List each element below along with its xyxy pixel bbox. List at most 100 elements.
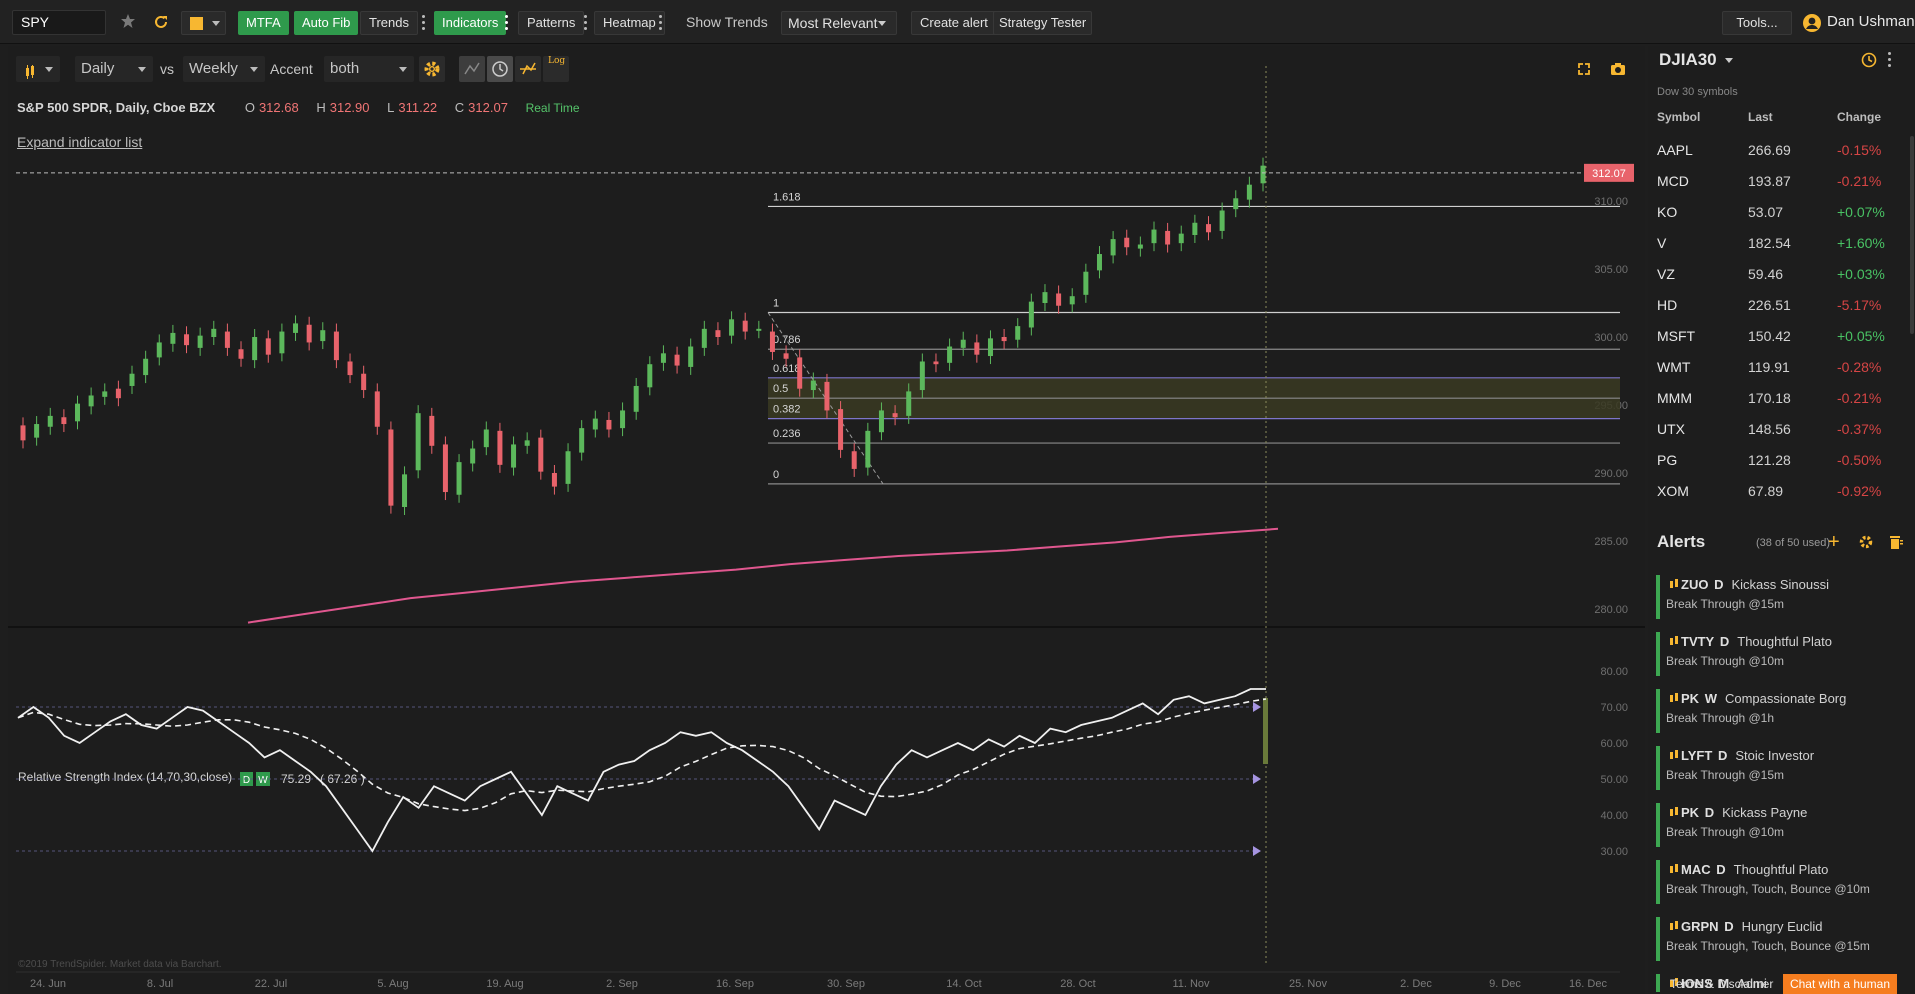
watchlist-title[interactable]: DJIA30 — [1659, 50, 1734, 70]
watchlist-scrollbar[interactable] — [1910, 136, 1914, 334]
alert-item[interactable]: PK D Kickass Payne Break Through @10m — [1656, 803, 1906, 847]
alert-symbol: PK — [1681, 805, 1700, 820]
watchlist-menu-icon[interactable] — [1888, 50, 1892, 70]
candle-body — [947, 346, 953, 363]
col-change-header[interactable]: Change — [1837, 110, 1882, 124]
trends-button[interactable]: Trends — [360, 11, 418, 35]
candle-body — [838, 409, 844, 450]
strategy-tester-button[interactable]: Strategy Tester — [993, 11, 1093, 35]
camera-icon[interactable] — [1605, 56, 1631, 82]
date-axis-label: 19. Aug — [486, 978, 523, 990]
watchlist-row[interactable]: WMT 119.91 -0.28% — [1648, 352, 1908, 383]
mtfa-button[interactable]: MTFA — [238, 11, 289, 35]
watchlist-row[interactable]: XOM 67.89 -0.92% — [1648, 476, 1908, 507]
heatmap-button[interactable]: Heatmap — [594, 11, 665, 35]
star-icon[interactable] — [120, 13, 136, 29]
candle-body — [184, 334, 190, 346]
candle-body — [1178, 233, 1184, 244]
candle-body — [1069, 296, 1075, 305]
heatmap-menu-icon[interactable] — [659, 13, 663, 33]
auto-fib-button[interactable]: Auto Fib — [294, 11, 359, 35]
price-axis-label: 300.00 — [1594, 332, 1628, 344]
watchlist-row[interactable]: HD 226.51 -5.17% — [1648, 290, 1908, 321]
alert-item[interactable]: IONS M Admi — [1656, 974, 1906, 992]
candle-body — [197, 335, 203, 348]
add-alert-icon[interactable]: + — [1828, 531, 1840, 553]
date-axis-label: 2. Sep — [606, 978, 638, 990]
fib-level-label: 0.382 — [773, 404, 801, 416]
watchlist-row[interactable]: MCD 193.87 -0.21% — [1648, 166, 1908, 197]
patterns-button[interactable]: Patterns — [518, 11, 585, 35]
most-relevant-dropdown[interactable]: Most Relevant — [781, 11, 897, 35]
watchlist-row[interactable]: V 182.54 +1.60% — [1648, 228, 1908, 259]
clock-icon[interactable] — [1861, 52, 1877, 68]
candle-body — [1192, 222, 1198, 235]
col-last-header[interactable]: Last — [1748, 110, 1773, 124]
alert-item[interactable]: ZUO D Kickass Sinoussi Break Through @15m — [1656, 575, 1906, 619]
create-alert-button[interactable]: Create alert — [911, 11, 997, 35]
alert-item[interactable]: GRPN D Hungry Euclid Break Through, Touch,… — [1656, 917, 1906, 961]
clock-icon[interactable] — [487, 56, 513, 82]
watchlist-row[interactable]: AAPL 266.69 -0.15% — [1648, 135, 1908, 166]
alert-item[interactable]: TVTY D Thoughtful Plato Break Through @10m — [1656, 632, 1906, 676]
watchlist-row[interactable]: KO 53.07 +0.07% — [1648, 197, 1908, 228]
vs-label: vs — [160, 61, 174, 77]
candle-body — [688, 346, 694, 367]
gear-icon[interactable] — [1858, 534, 1874, 550]
chat-button[interactable]: Chat with a human — [1783, 974, 1897, 994]
price-chart[interactable]: 310.00305.00300.00295.00290.00285.00280.… — [8, 46, 1645, 994]
alert-item[interactable]: LYFT D Stoic Investor Break Through @15m — [1656, 746, 1906, 790]
log-scale-button[interactable]: Log — [543, 56, 569, 82]
watchlist-symbol: XOM — [1657, 483, 1689, 499]
indicators-button[interactable]: Indicators — [434, 11, 507, 35]
watchlist-last: 119.91 — [1748, 359, 1790, 375]
user-name[interactable]: Dan Ushman — [1827, 13, 1915, 30]
indicators-menu-icon[interactable] — [505, 13, 509, 33]
alert-item[interactable]: MAC D Thoughtful Plato Break Through, Touc… — [1656, 860, 1906, 904]
col-symbol-header[interactable]: Symbol — [1657, 110, 1701, 124]
rsi-axis-label: 70.00 — [1600, 702, 1628, 714]
expand-indicator-list-link[interactable]: Expand indicator list — [17, 134, 143, 150]
watchlist-row[interactable]: VZ 59.46 +0.03% — [1648, 259, 1908, 290]
accent-dropdown[interactable]: both — [324, 56, 414, 82]
delete-alerts-icon[interactable] — [1888, 534, 1904, 550]
chart-type-dropdown[interactable] — [16, 56, 60, 82]
crosshair-icon[interactable] — [515, 56, 541, 82]
color-picker-button[interactable] — [181, 11, 226, 35]
watchlist-row[interactable]: MMM 170.18 -0.21% — [1648, 383, 1908, 414]
fullscreen-icon[interactable] — [1571, 56, 1597, 82]
chevron-down-icon — [1725, 58, 1734, 64]
watchlist-change: -0.21% — [1837, 173, 1882, 189]
alert-item[interactable]: PK W Compassionate Borg Break Through @1h — [1656, 689, 1906, 733]
trends-menu-icon[interactable] — [422, 13, 426, 33]
compare-interval-dropdown[interactable]: Weekly — [183, 56, 265, 82]
patterns-menu-icon[interactable] — [584, 13, 588, 33]
alert-name: Kickass Sinoussi — [1731, 577, 1830, 592]
watchlist-row[interactable]: PG 121.28 -0.50% — [1648, 445, 1908, 476]
tools-button[interactable]: Tools... — [1722, 11, 1792, 35]
line-tool-icon[interactable] — [459, 56, 485, 82]
watchlist-row[interactable]: MSFT 150.42 +0.05% — [1648, 321, 1908, 352]
alert-header: IONS M Admi — [1670, 975, 1767, 991]
refresh-icon[interactable] — [153, 14, 169, 30]
watchlist-symbol: VZ — [1657, 266, 1675, 282]
chevron-down-icon — [212, 21, 220, 26]
low-value: 311.22 — [398, 100, 438, 115]
candle-body — [34, 424, 40, 438]
symbol-input[interactable]: SPY — [12, 10, 106, 35]
user-avatar-icon[interactable] — [1802, 13, 1822, 33]
candle-body — [742, 320, 748, 332]
date-axis-label: 25. Nov — [1289, 978, 1327, 990]
gear-icon[interactable] — [419, 56, 445, 82]
candle-body — [660, 353, 666, 363]
date-axis-label: 2. Dec — [1400, 978, 1432, 990]
date-axis-label: 28. Oct — [1060, 978, 1095, 990]
watchlist-symbol: AAPL — [1657, 142, 1693, 158]
watchlist-symbol: WMT — [1657, 359, 1691, 375]
interval-dropdown[interactable]: Daily — [75, 56, 153, 82]
candle-body — [851, 451, 857, 469]
terms-link[interactable]: Terms & Disclaimer — [1670, 977, 1774, 991]
watchlist-row[interactable]: UTX 148.56 -0.37% — [1648, 414, 1908, 445]
candle-body — [592, 418, 598, 430]
watchlist-last: 193.87 — [1748, 173, 1791, 189]
